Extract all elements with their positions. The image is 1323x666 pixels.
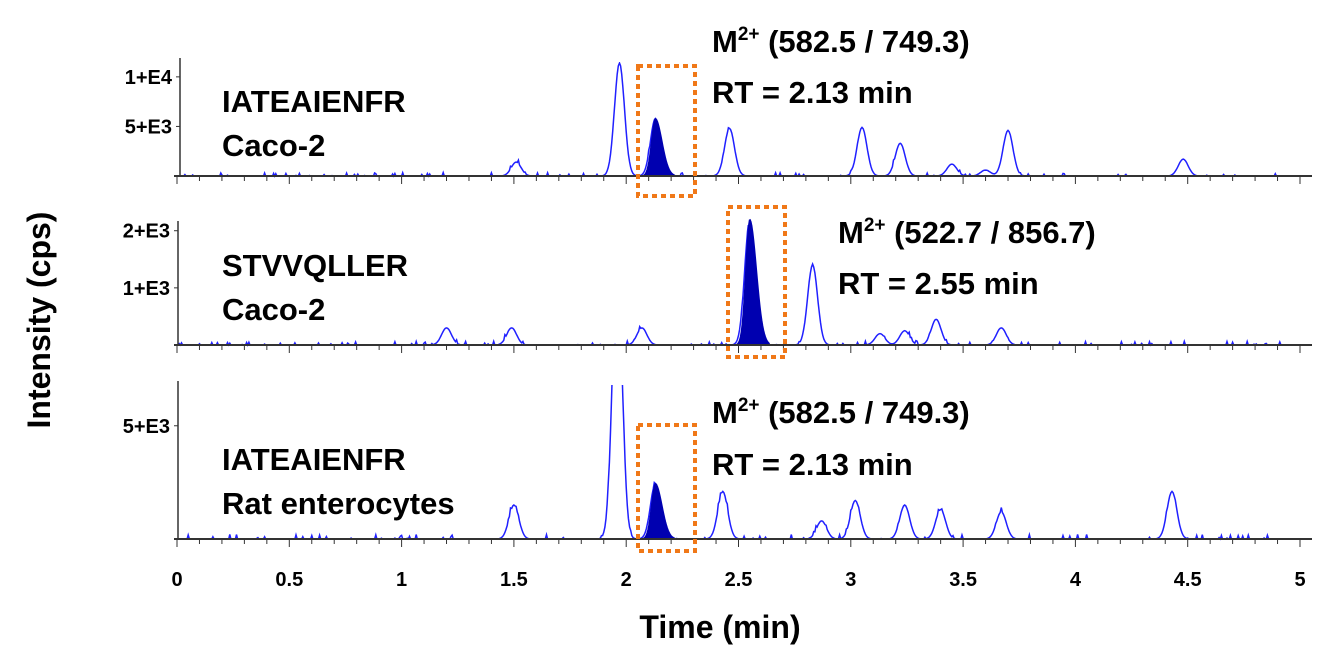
x-tick-labels: 0 0.5 1 1.5 2 2.5 3 3.5 4 4.5 5: [171, 569, 1305, 591]
x-tick-label: 2.5: [725, 569, 753, 591]
retention-time-label: RT = 2.55 min: [838, 266, 1039, 301]
transition-label: M2+ (522.7 / 856.7): [838, 215, 1096, 250]
retention-time-label: RT = 2.13 min: [712, 75, 913, 110]
x-tick-label: 2: [621, 569, 632, 591]
transition-mz: (582.5 / 749.3): [760, 395, 970, 430]
x-tick-label: 4.5: [1174, 569, 1202, 591]
x-tick-label: 3: [845, 569, 856, 591]
peptide-label: IATEAIENFR: [222, 442, 406, 477]
y-axis-label: Intensity (cps): [21, 212, 57, 429]
transition-mz: (522.7 / 856.7): [886, 215, 1096, 250]
y-tick-label: 5+E3: [125, 116, 172, 138]
transition-prefix: M: [712, 24, 738, 59]
target-peak: [639, 118, 677, 177]
x-tick-label: 1: [396, 569, 407, 591]
transition-label: M2+ (582.5 / 749.3): [712, 395, 970, 430]
x-axis-label: Time (min): [639, 609, 800, 645]
peptide-label: IATEAIENFR: [222, 84, 406, 119]
x-tick-label: 0.5: [275, 569, 303, 591]
target-highlight-box: [636, 423, 697, 553]
transition-charge: 2+: [738, 24, 760, 45]
x-tick-label: 4: [1070, 569, 1082, 591]
transition-mz: (582.5 / 749.3): [760, 24, 970, 59]
transition-charge: 2+: [738, 395, 760, 416]
x-tick-label: 3.5: [949, 569, 977, 591]
x-tick-label: 1.5: [500, 569, 528, 591]
sample-label: Rat enterocytes: [222, 486, 455, 521]
target-peak: [733, 218, 771, 346]
sample-label: Caco-2: [222, 128, 325, 163]
y-tick-label: 1+E3: [123, 278, 170, 300]
sample-label: Caco-2: [222, 292, 325, 327]
panel-1: 1+E4 5+E3 IATEAIENFR Caco-2 M2+ (582.5 / 749…: [125, 24, 1312, 198]
retention-time-label: RT = 2.13 min: [712, 447, 913, 482]
x-tick-label: 0: [171, 569, 182, 591]
y-tick-label: 5+E3: [123, 416, 170, 438]
target-highlight-box: [726, 205, 787, 359]
y-tick-label: 2+E3: [123, 221, 170, 243]
peptide-label: STVVQLLER: [222, 248, 408, 283]
x-tick-label: 5: [1294, 569, 1305, 591]
transition-prefix: M: [712, 395, 738, 430]
panel-3: 5+E3 IATEAIENFR Rat enterocytes M2+ (582.5 …: [123, 381, 1312, 553]
target-peak: [639, 483, 677, 540]
transition-charge: 2+: [864, 215, 886, 236]
target-highlight-box: [636, 64, 697, 198]
panel-2: 2+E3 1+E3 STVVQLLER Caco-2 M2+ (522.7 / 856.…: [123, 205, 1312, 359]
y-tick-label: 1+E4: [125, 67, 173, 89]
transition-prefix: M: [838, 215, 864, 250]
transition-label: M2+ (582.5 / 749.3): [712, 24, 970, 59]
